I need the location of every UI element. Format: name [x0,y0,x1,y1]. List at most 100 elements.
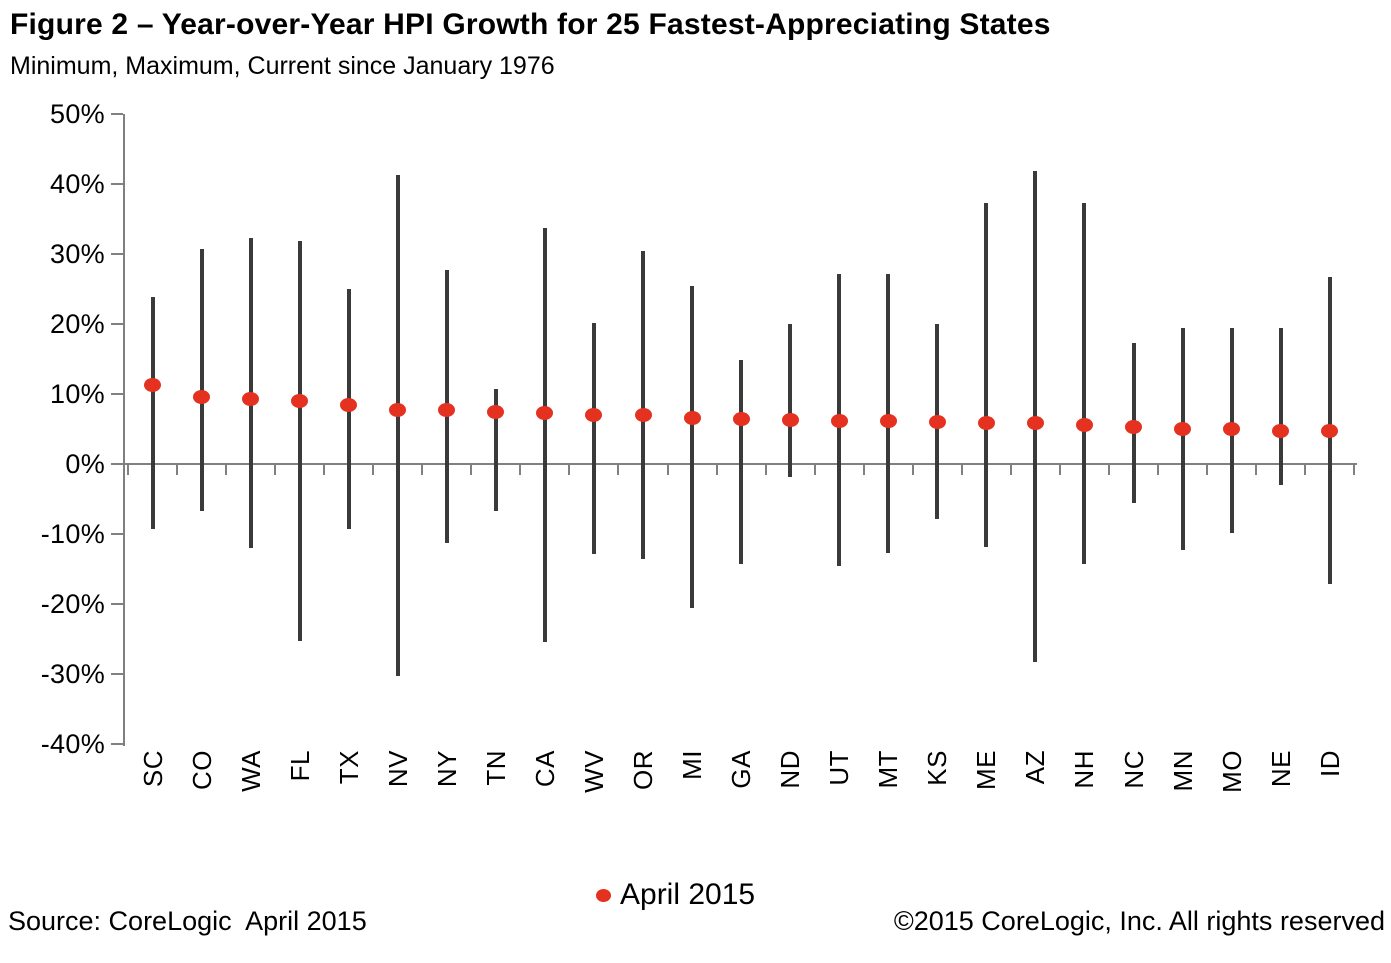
x-axis-label-text: UT [824,750,855,786]
x-axis-label-text: NV [382,750,413,788]
category-tick [764,464,767,475]
y-axis-tick [111,742,123,745]
x-axis-label-text: NH [1069,750,1100,789]
current-dot-mt [879,413,897,428]
current-dot-nc [1125,420,1142,435]
category-tick [1206,464,1209,475]
range-bar-ne [1278,327,1283,486]
current-dot-id [1321,424,1339,439]
y-axis-tick [111,602,123,605]
x-axis-label-tn: TN [480,750,511,814]
x-axis-label-ut: UT [824,750,855,814]
current-dot-ne [1272,424,1290,439]
range-bar-nv [395,175,400,677]
category-tick [617,464,620,475]
y-axis-tick [111,672,123,675]
current-dot-ut [830,413,848,428]
x-axis-label-text: WA [235,750,266,792]
x-axis-label-text: MI [677,750,708,780]
current-dot-wv [585,407,603,422]
x-axis-label-text: ID [1314,750,1345,777]
y-axis-label: -10% [40,518,105,549]
x-axis-label-ks: KS [922,750,953,814]
y-axis-tick [111,392,123,395]
category-tick [519,464,522,475]
chart-title: Figure 2 – Year-over-Year HPI Growth for… [10,8,1051,41]
x-axis-label-wv: WV [579,750,609,814]
range-bar-me [984,203,989,548]
range-bar-mn [1180,328,1185,551]
x-axis-label-ca: CA [530,750,560,814]
chart-subtitle: Minimum, Maximum, Current since January … [10,52,555,80]
x-axis-label-sc: SC [137,750,168,814]
current-dot-sc [144,378,161,393]
current-dot-nv [389,402,407,417]
y-axis-label: -40% [40,728,105,759]
x-axis-label-nd: ND [775,750,805,814]
y-axis-label: 10% [50,378,105,409]
range-bar-wv [591,322,596,554]
x-axis-label-text: MN [1167,750,1198,792]
category-tick [1107,464,1110,475]
legend-marker-icon [596,888,611,902]
source-text: Source: CoreLogic April 2015 [8,906,367,936]
y-axis-tick [111,112,123,115]
legend: April 2015 [596,878,755,912]
current-dot-wa [242,392,260,407]
y-axis-label: 40% [50,168,105,199]
range-bar-or [641,251,645,559]
x-axis-label-mi: MI [677,750,708,814]
y-axis-label: 30% [50,238,105,269]
range-bar-ga [739,359,744,565]
category-tick [274,464,277,475]
range-bar-sc [150,296,155,530]
current-dot-mi [683,411,701,425]
category-tick [960,464,963,475]
category-tick [1255,464,1258,475]
x-axis-label-mn: MN [1167,750,1198,814]
x-axis-label-text: NE [1265,750,1296,788]
x-axis-label-text: KS [922,750,953,786]
category-tick [126,464,129,475]
x-axis-label-mt: MT [873,750,903,814]
range-bar-mt [886,273,891,554]
category-tick [1353,464,1356,475]
current-dot-nd [781,413,799,428]
category-tick [1009,464,1012,475]
x-axis-label-me: ME [971,750,1001,814]
y-axis-tick [111,462,123,465]
copyright-text: ©2015 CoreLogic, Inc. All rights reserve… [893,906,1385,936]
y-axis-label: -30% [40,658,105,689]
x-axis-label-text: TN [480,750,511,786]
y-axis-label: 20% [50,308,105,339]
x-axis-label-text: AZ [1020,750,1051,785]
x-axis-label-az: AZ [1020,750,1051,814]
current-dot-tn [487,405,505,420]
x-axis-label-or: OR [628,750,658,814]
legend-label: April 2015 [620,878,756,911]
range-bar-co [199,249,204,512]
x-axis-label-ne: NE [1265,750,1296,814]
x-axis-label-text: FL [284,750,315,782]
x-axis-label-text: MO [1216,750,1247,793]
category-tick [1157,464,1160,475]
x-axis-label-nh: NH [1069,750,1100,814]
category-tick [666,464,669,475]
current-dot-me [977,415,995,430]
x-axis-label-text: SC [137,750,168,788]
current-dot-mn [1174,421,1192,436]
category-tick [323,464,326,475]
x-axis-label-ga: GA [726,750,756,814]
y-axis-label: 0% [65,448,105,479]
category-tick [1058,464,1061,475]
current-dot-co [193,390,211,404]
x-axis-label-text: CO [186,750,217,790]
x-axis-label-text: NC [1118,750,1149,789]
range-bar-fl [297,240,302,641]
current-dot-fl [291,393,309,408]
range-bar-mi [690,286,695,609]
x-axis-label-id: ID [1314,750,1345,814]
x-axis-label-text: NY [431,750,462,788]
